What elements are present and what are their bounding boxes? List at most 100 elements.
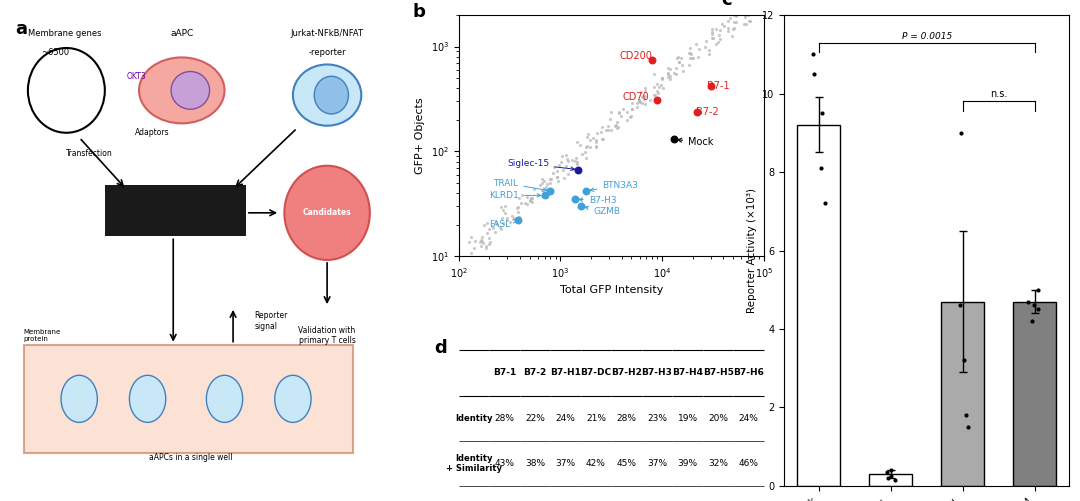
Point [492,203,510,211]
Point [666,69,684,77]
Point [649,87,666,95]
Point [703,29,720,37]
Point [462,233,480,241]
Point [518,193,536,201]
Point [550,177,567,185]
Point [648,80,665,88]
Point [951,302,969,310]
Text: B7-1: B7-1 [707,81,730,91]
Point [581,143,598,151]
Point [487,228,504,236]
Point [708,38,726,46]
Point [1029,306,1047,314]
Point [634,93,651,101]
Point [631,96,648,104]
Point [553,152,570,160]
Point [534,179,551,187]
Point [615,105,632,113]
Point [563,156,580,164]
Text: CD70: CD70 [622,92,649,102]
Point [1020,298,1037,306]
Text: b: b [413,3,426,21]
Point [475,221,492,229]
Point [603,126,620,134]
Bar [941,302,984,486]
Point [474,233,491,241]
Point [742,5,759,13]
Point [573,150,591,158]
Point [478,229,496,237]
Point [472,238,489,246]
Point [578,133,595,141]
Point [578,142,595,150]
Point [511,213,528,221]
Point [632,98,649,106]
Text: KLRD1: KLRD1 [489,191,541,200]
Point [607,121,624,129]
Point [474,239,491,247]
Ellipse shape [130,375,165,422]
Point [534,192,551,200]
Point [559,157,577,165]
Point [516,199,534,207]
Point [478,219,496,227]
Point [589,129,606,137]
Text: P = 0.0015: P = 0.0015 [902,32,951,41]
Point [669,54,686,62]
Bar [869,474,913,486]
Point [715,22,732,30]
Point [538,180,555,188]
Y-axis label: Reporter Activity (×10³): Reporter Activity (×10³) [746,188,757,313]
Ellipse shape [293,65,362,126]
Point [612,112,630,120]
Point [623,105,640,113]
Point [623,99,640,107]
Point [599,122,617,130]
Point [727,13,744,21]
Point [497,202,514,210]
Point [567,195,584,203]
Point [483,222,500,230]
Point [571,141,589,149]
Ellipse shape [139,58,225,123]
Point [610,108,627,116]
Point [477,242,495,250]
Point [667,70,685,78]
Point [522,197,539,205]
Point [719,17,737,25]
Point [550,161,567,169]
Point [652,81,670,89]
Point [558,155,576,163]
Ellipse shape [314,76,349,114]
Point [671,58,688,66]
Point [627,103,645,111]
Text: CD200: CD200 [619,51,652,61]
Point [568,138,585,146]
Text: aAPC: aAPC [171,29,193,38]
Point [568,158,585,166]
Text: aAPCs in a single well: aAPCs in a single well [149,453,232,462]
Point [524,197,541,205]
Point [609,123,626,131]
Point [879,474,896,482]
Point [513,199,530,207]
Point [953,129,970,137]
Point [645,91,662,99]
Point [498,214,515,222]
Point [633,89,650,97]
Point [688,40,705,48]
Point [662,65,679,73]
Point [588,136,605,144]
Point [522,196,539,204]
Point [510,194,527,202]
Point [610,109,627,117]
Point [645,83,662,91]
Point [707,25,725,33]
Point [635,95,652,103]
Point [887,476,904,484]
Point [642,96,659,104]
Point [724,33,741,41]
Point [584,134,602,142]
Point [719,24,737,32]
Point [728,18,745,26]
